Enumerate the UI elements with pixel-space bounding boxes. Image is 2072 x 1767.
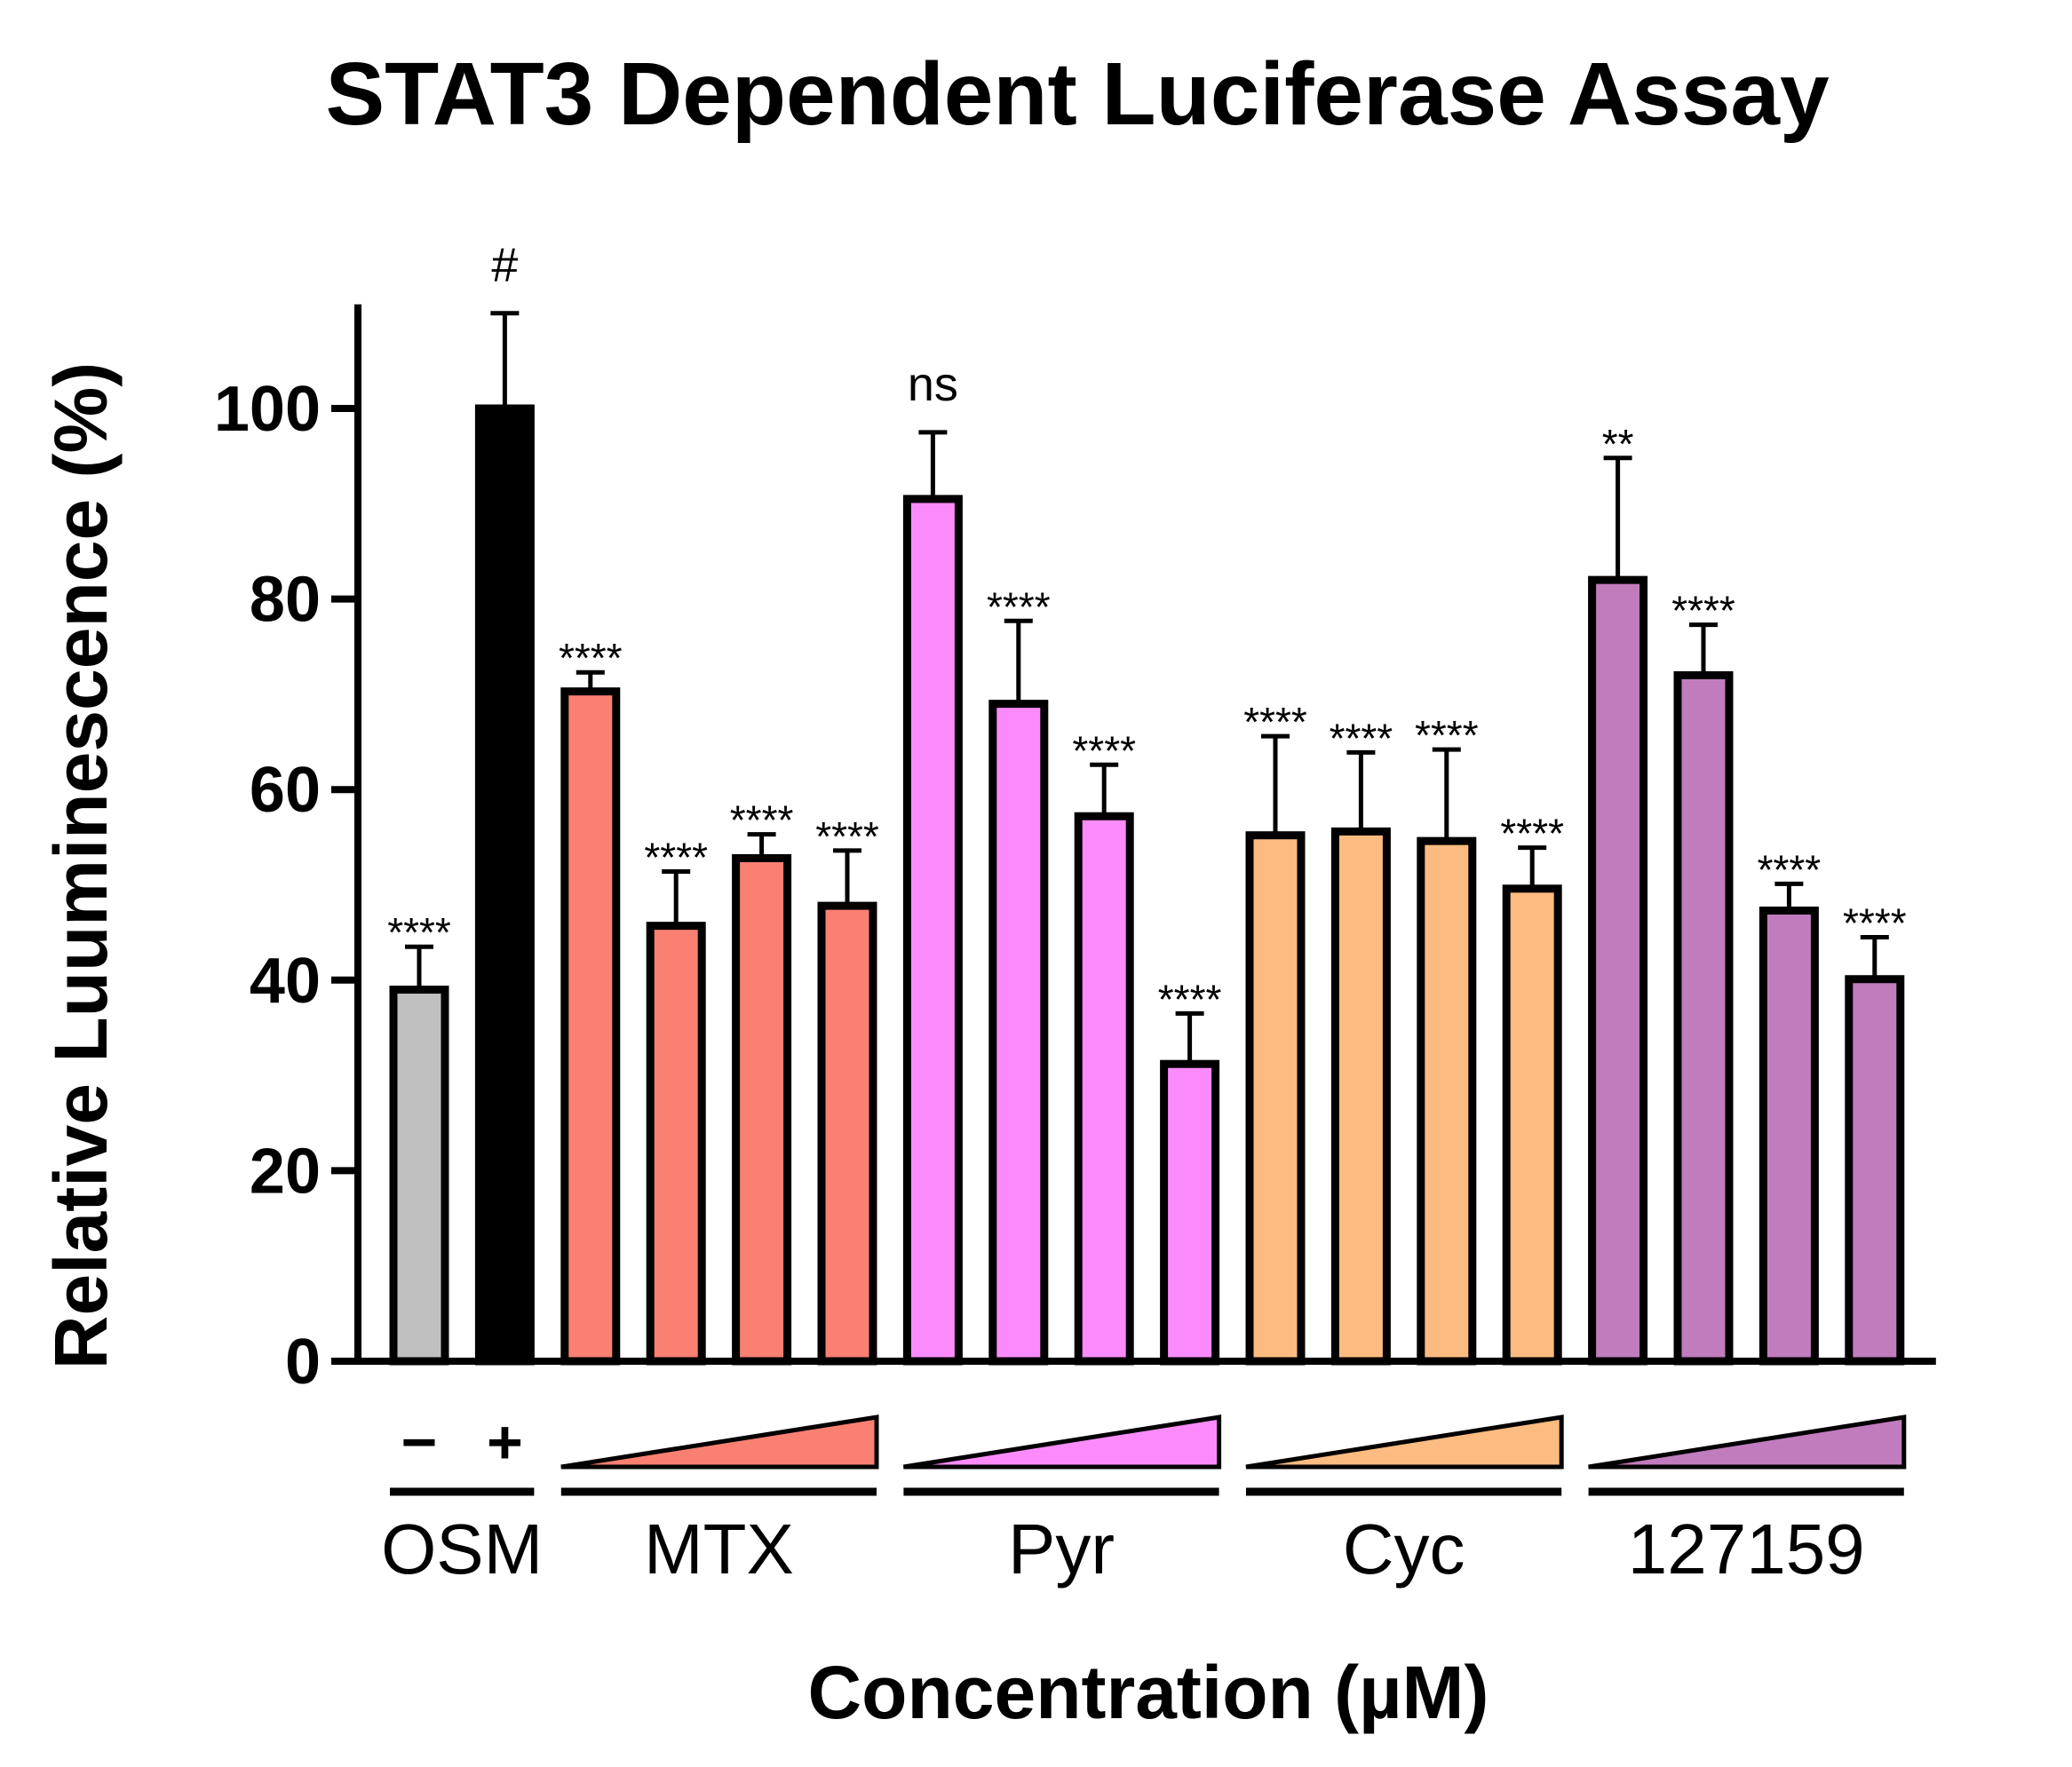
y-tick-label: 40 (250, 946, 321, 1017)
bar-cyc-3 (1417, 836, 1477, 1366)
bar-mtx-4 (817, 901, 877, 1366)
y-axis: 0 20 40 60 80 100 (214, 304, 361, 1398)
chart-title: STAT3 Dependent Luciferase Assay (325, 44, 1830, 144)
bar-pyr-4 (1160, 1059, 1220, 1366)
significance-label: **** (1243, 699, 1307, 745)
concentration-ramp (1245, 1414, 1564, 1470)
significance-label: **** (1500, 811, 1564, 857)
concentration-ramp (560, 1414, 879, 1470)
significance-label: **** (730, 797, 794, 844)
y-axis-label: Relative Luuminescence (%) (39, 362, 123, 1369)
bars-layer: ****#************ ****ns**************** *… (354, 239, 1936, 1366)
y-tick-label: 20 (250, 1136, 321, 1207)
significance-label: ns (908, 358, 958, 411)
y-tick-label: 80 (250, 565, 321, 636)
bar-osm-2 (474, 404, 535, 1366)
bar-127159-1 (1588, 575, 1648, 1366)
significance-label: **** (1843, 900, 1907, 947)
group-decor: OSM − + MTX Pyr Cyc 127159 (381, 1407, 1907, 1589)
group-label-127159: 127159 (1628, 1509, 1865, 1589)
bar-pyr-1 (902, 495, 963, 1366)
y-tick-label: 60 (250, 755, 321, 826)
bar-127159-3 (1758, 906, 1819, 1366)
significance-label: **** (1758, 846, 1822, 892)
significance-label: ** (1602, 421, 1634, 467)
significance-label: **** (1158, 976, 1222, 1022)
concentration-ramp (1588, 1414, 1907, 1470)
bar-mtx-3 (732, 853, 792, 1366)
group-label-pyr: Pyr (1008, 1509, 1115, 1589)
significance-label: **** (1671, 588, 1735, 634)
significance-label: **** (644, 834, 708, 880)
bar-osm-1 (389, 986, 449, 1366)
bar-cyc-4 (1502, 884, 1562, 1366)
bar-mtx-1 (560, 687, 621, 1366)
concentration-ramp (903, 1414, 1222, 1470)
bar-cyc-2 (1330, 827, 1391, 1366)
bar-pyr-2 (988, 700, 1049, 1366)
y-tick-label: 100 (214, 374, 321, 445)
y-tick-label: 0 (285, 1327, 321, 1398)
significance-label: **** (1072, 727, 1136, 773)
osm-minus-label: − (401, 1407, 438, 1477)
bar-cyc-1 (1245, 831, 1306, 1366)
significance-label: # (491, 239, 518, 292)
osm-plus-label: + (487, 1407, 523, 1477)
bar-127159-4 (1845, 975, 1905, 1366)
bar-127159-2 (1673, 670, 1734, 1366)
group-label-mtx: MTX (644, 1509, 794, 1589)
significance-label: **** (387, 909, 451, 955)
significance-label: **** (815, 813, 879, 860)
significance-label: **** (559, 635, 623, 681)
bar-mtx-2 (646, 922, 706, 1366)
bar-pyr-3 (1074, 812, 1134, 1366)
significance-label: **** (1415, 712, 1479, 758)
significance-label: **** (1330, 715, 1393, 761)
x-axis-label: Concentration (µM) (808, 1651, 1489, 1734)
significance-label: **** (987, 583, 1051, 630)
group-label-cyc: Cyc (1343, 1509, 1465, 1589)
group-label-osm: OSM (381, 1509, 543, 1589)
